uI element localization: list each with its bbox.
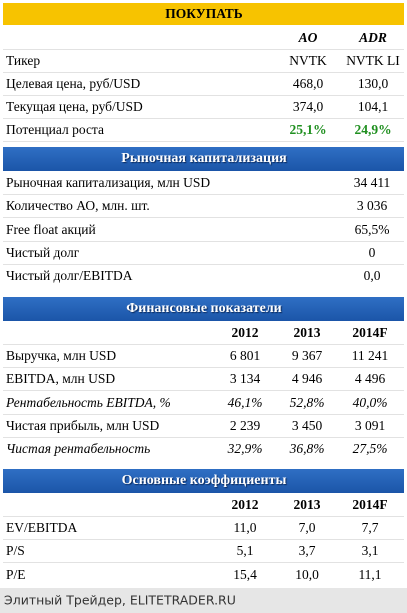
separator [3,263,404,265]
cell: NVTK [289,53,327,68]
separator [3,118,404,119]
section-title: Рыночная капитализация [121,151,287,166]
column-header: 2014F [352,325,388,340]
cell: 3 134 [229,371,261,387]
cell: 4 496 [354,371,386,387]
column-header: 2013 [293,325,321,340]
cell: 130,0 [357,76,389,91]
cell: 9 367 [291,348,323,363]
cell: 4 946 [291,371,323,387]
cell: 2 239 [229,417,261,433]
row-label: Тикер [6,53,41,68]
row-label: P/E [6,566,26,582]
cell: 15,4 [233,566,257,582]
cell: 40,0% [352,394,388,410]
separator [3,516,404,517]
cell: 27,5% [352,441,388,457]
row-label: Чистый долг/EBITDA [6,268,133,284]
row-label: Рентабельность EBITDA, % [6,394,171,410]
cell: 11,0 [233,520,257,535]
separator [3,49,404,50]
cell: 46,1% [227,394,263,410]
cell: 5,1 [236,543,254,559]
row-label: Количество АО, млн. шт. [6,198,150,214]
column-header: 2012 [231,497,259,512]
header-bar [3,3,404,25]
cell: 65,5% [354,221,390,237]
row-label: Чистая рентабельность [6,441,151,457]
cell: 3 036 [356,198,388,214]
cell: 6 801 [229,348,261,363]
footer-text: Элитный Трейдер, ELITETRADER.RU [4,592,236,608]
cell: 374,0 [292,99,324,114]
cell: 3,1 [361,543,379,559]
separator [3,72,404,73]
separator [3,539,404,540]
separator [3,95,404,96]
cell: 3 091 [354,417,386,433]
column-header: 2013 [293,497,321,512]
separator [3,344,404,345]
column-header: 2014F [352,497,388,512]
column-header: 2012 [231,325,259,340]
section-bar [3,469,404,493]
separator [3,390,404,392]
header-title: ПОКУПАТЬ [165,6,243,21]
row-label: Free float акций [6,221,96,237]
section-bar [3,147,404,171]
row-label: Выручка, млн USD [6,348,117,363]
cell: 34 411 [353,175,391,190]
footer: Элитный Трейдер, ELITETRADER.RU [0,588,407,613]
column-header: AO [298,30,318,45]
separator [3,240,404,242]
cell: 0 [368,244,376,260]
row-label: Потенциал роста [6,122,104,137]
row-label: EBITDA, млн USD [6,371,116,387]
separator [3,141,404,142]
row-label: EV/EBITDA [6,520,78,535]
cell: 32,9% [227,441,263,457]
cell: 468,0 [292,76,324,91]
separator [3,194,404,195]
section-bar [3,297,404,321]
cell: 3,7 [298,543,316,559]
row-label: P/S [6,543,25,559]
section-title: Основные коэффициенты [121,473,287,488]
cell: 11,1 [358,566,382,582]
cell: NVTK LI [346,53,400,68]
cell: 24,9% [354,122,392,137]
separator [3,436,404,438]
row-label: Чистый долг [6,244,80,260]
cell: 36,8% [289,441,325,457]
separator [3,367,404,368]
cell: 104,1 [357,99,389,114]
cell: 25,1% [289,122,327,137]
cell: 7,0 [298,520,316,535]
cell: 0,0 [363,268,381,284]
cell: 7,7 [361,520,379,535]
separator [3,562,404,564]
column-header: ADR [359,30,387,45]
cell: 52,8% [289,394,325,410]
separator [3,217,404,219]
cell: 3 450 [291,417,323,433]
cell: 11 241 [351,348,389,363]
row-label: Рыночная капитализация, млн USD [6,175,211,190]
row-label: Текущая цена, руб/USD [6,99,143,114]
separator [3,413,404,415]
row-label: Целевая цена, руб/USD [6,76,141,91]
cell: 10,0 [295,566,319,582]
row-label: Чистая прибыль, млн USD [6,417,160,433]
section-title: Финансовые показатели [126,301,282,316]
